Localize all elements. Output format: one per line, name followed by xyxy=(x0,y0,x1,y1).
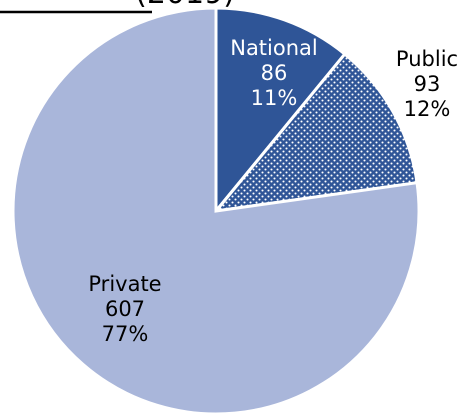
pie-label-national-percent: 11% xyxy=(251,86,298,110)
pie-label-private-name: Private xyxy=(88,272,161,296)
pie-slice-public xyxy=(212,51,419,214)
pie-label-public-value: 93 xyxy=(414,72,441,96)
pie-slices xyxy=(11,6,421,413)
pie-label-private-percent: 77% xyxy=(102,322,149,346)
pie-label-private-value: 607 xyxy=(105,297,145,321)
pie-slice-national xyxy=(214,6,347,216)
pie-label-public-percent: 12% xyxy=(404,97,451,121)
pie-slice-private xyxy=(11,6,421,413)
chart-title: (2019) xyxy=(135,0,235,11)
pie-label-national-value: 86 xyxy=(261,61,288,85)
pie-label-public-name: Public xyxy=(396,47,458,71)
pie-label-national-name: National xyxy=(230,36,318,60)
